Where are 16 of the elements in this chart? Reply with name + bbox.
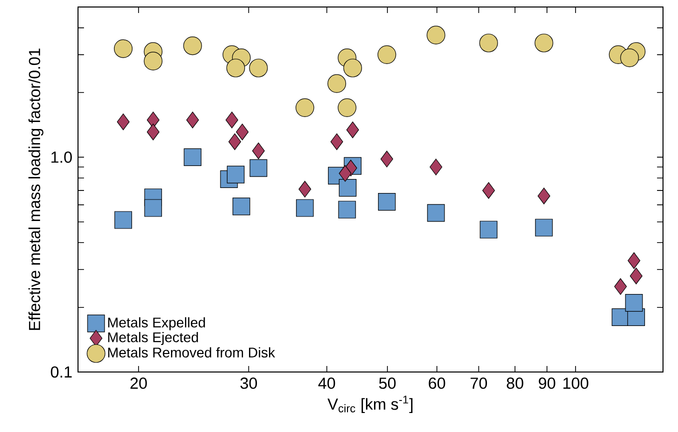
- x-tick-label: 100: [563, 378, 588, 389]
- x-tick-label: 90: [538, 378, 556, 389]
- y-tick-label: 1.0: [51, 152, 72, 163]
- x-tick-label: 70: [470, 378, 487, 389]
- x-tick-label: 30: [240, 378, 257, 389]
- x-tick-label: 80: [506, 378, 524, 389]
- x-tick-label: 20: [130, 378, 147, 389]
- legend-label: Metals Removed from Disk: [108, 347, 276, 358]
- x-axis-title: V$_{circ}$ [km s$^{-1}$]: [328, 396, 412, 414]
- legend-label: Metals Expelled: [108, 317, 205, 330]
- x-tick-label: 60: [428, 378, 446, 389]
- x-tick-label: 50: [379, 378, 396, 389]
- y-tick-label: 0.1: [50, 366, 72, 378]
- x-tick-label: 40: [318, 378, 336, 389]
- legend-label: Metals Ejected: [108, 332, 198, 346]
- y-axis-title: Effective metal mass loading factor/0.01: [28, 48, 44, 330]
